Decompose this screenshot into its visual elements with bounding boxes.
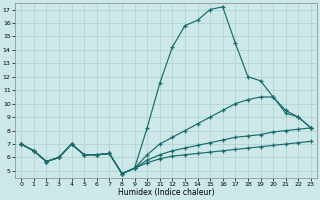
X-axis label: Humidex (Indice chaleur): Humidex (Indice chaleur) <box>118 188 214 197</box>
